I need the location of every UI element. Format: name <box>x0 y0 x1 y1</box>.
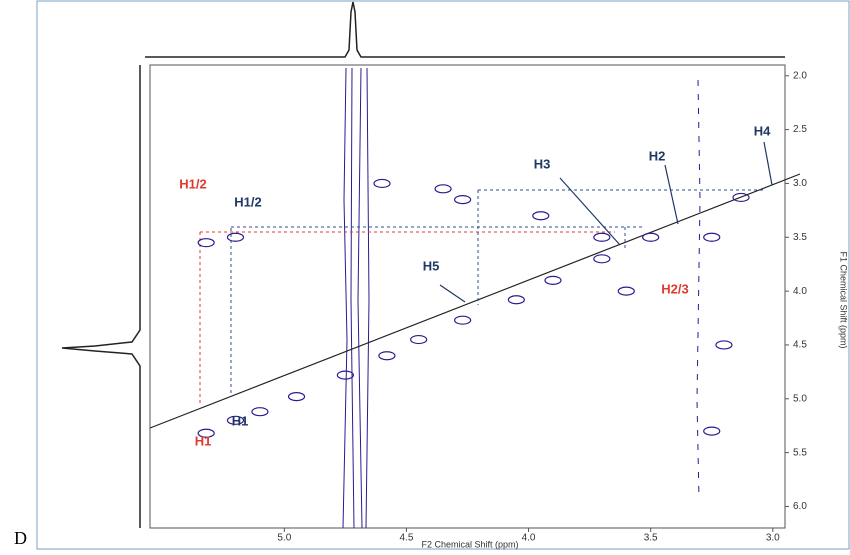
peak <box>251 407 269 417</box>
y-tick-label: 3.0 <box>793 178 807 189</box>
diagonal <box>149 173 801 429</box>
x-tick-label: 3.5 <box>644 533 658 544</box>
peak <box>703 232 721 242</box>
left-projection <box>61 65 141 528</box>
annotation: H1/2 <box>234 194 261 209</box>
peak <box>454 315 472 325</box>
annotation: H1/2 <box>179 176 206 191</box>
peak <box>197 238 215 248</box>
peak <box>454 194 472 205</box>
guide-blue <box>230 189 765 395</box>
peak <box>373 178 391 189</box>
peak <box>197 428 215 438</box>
peak <box>378 351 396 361</box>
y-tick-label: 3.5 <box>793 232 807 243</box>
x-tick-label: 5.0 <box>277 533 291 544</box>
y-tick-label: 6.0 <box>793 501 807 512</box>
y-tick-label: 2.5 <box>793 124 807 135</box>
peak <box>703 426 721 436</box>
annotation: H4 <box>754 123 771 138</box>
peak <box>642 232 660 242</box>
peak <box>336 370 354 380</box>
peak <box>593 254 611 264</box>
peak <box>226 232 245 242</box>
x-tick-label: 3.0 <box>766 533 780 544</box>
peak <box>593 232 611 242</box>
annotation: H2 <box>649 148 666 163</box>
peak <box>544 275 562 285</box>
peak <box>434 184 452 194</box>
annotation: H5 <box>423 258 440 273</box>
y-tick-label: 5.5 <box>793 447 807 458</box>
x-tick-label: 4.5 <box>399 533 413 544</box>
y-tick-label: 4.0 <box>793 286 807 297</box>
peak <box>532 211 550 221</box>
panel-label: D <box>14 528 27 548</box>
peak <box>507 295 525 305</box>
annotation: H2/3 <box>661 281 688 296</box>
solvent-streak <box>342 67 370 529</box>
peak <box>410 334 428 345</box>
arrows <box>439 141 773 303</box>
annotation: H1 <box>232 413 249 428</box>
peak <box>226 415 245 425</box>
streak <box>696 79 701 501</box>
y-tick-label: 2.0 <box>793 70 807 81</box>
peak <box>617 286 635 296</box>
plot-area <box>149 64 786 529</box>
annotation: H3 <box>534 156 551 171</box>
guide-red <box>199 231 615 405</box>
peak <box>715 340 733 350</box>
x-tick-label: 4.0 <box>522 533 536 544</box>
peak <box>287 392 306 402</box>
x-axis-label: F2 Chemical Shift (ppm) <box>421 539 518 549</box>
annotation: H1 <box>195 433 212 448</box>
frame <box>36 0 850 550</box>
y-tick-label: 4.5 <box>793 340 807 351</box>
y-axis-label: F1 Chemical Shift (ppm) <box>839 251 849 348</box>
peak <box>732 192 750 203</box>
top-projection <box>145 1 785 58</box>
y-tick-label: 5.0 <box>793 393 807 404</box>
